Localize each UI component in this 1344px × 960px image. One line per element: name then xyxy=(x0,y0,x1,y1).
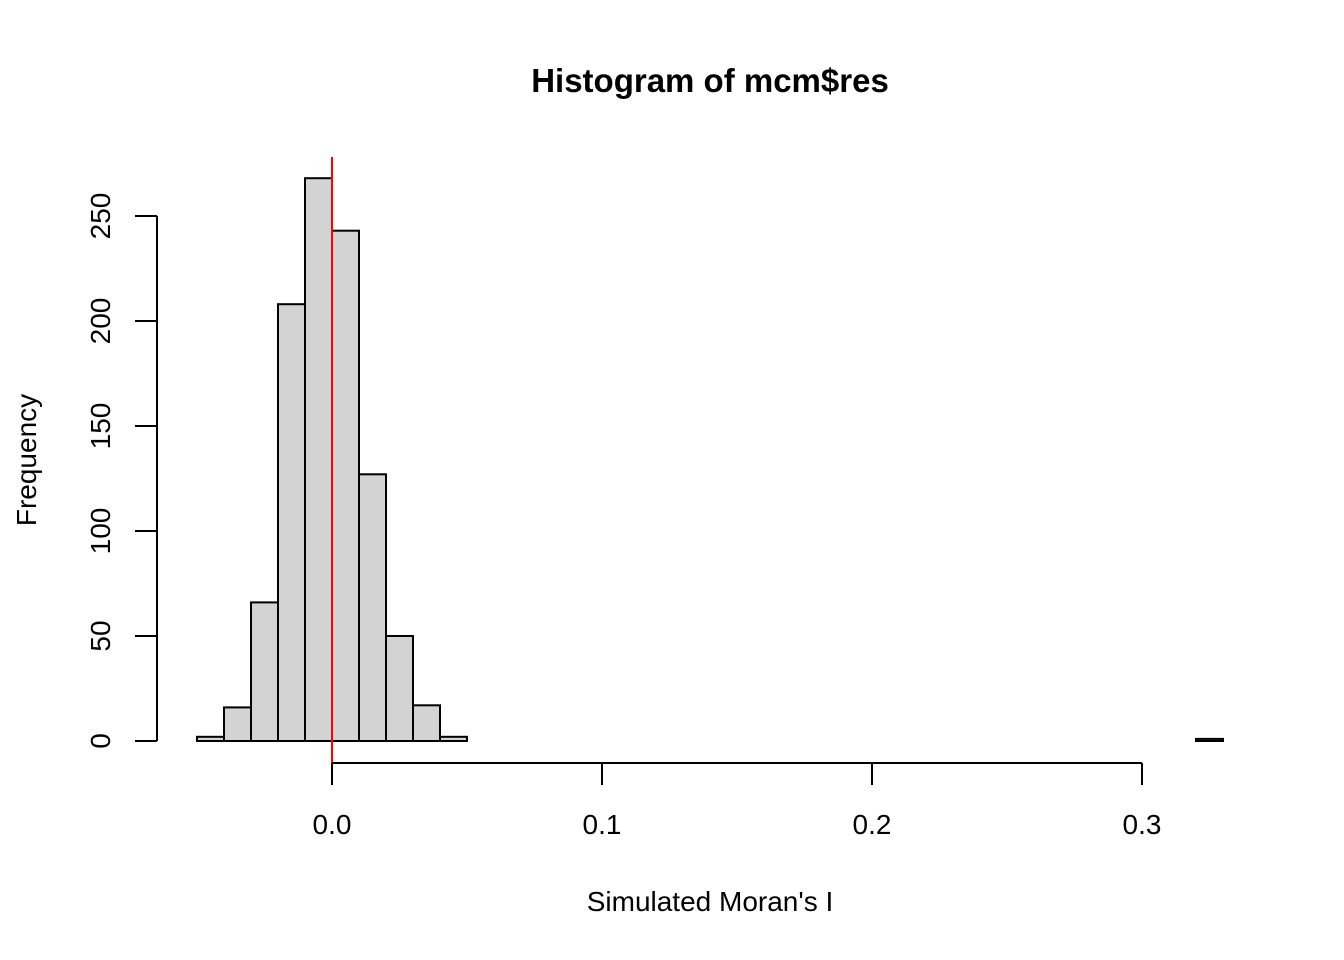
x-axis: 0.0 0.1 0.2 0.3 xyxy=(313,762,1162,840)
x-tick-label: 0.2 xyxy=(853,809,892,840)
histogram-bar xyxy=(304,177,333,742)
histogram-bar xyxy=(412,704,441,742)
histogram-bar xyxy=(250,601,279,743)
histogram-bar xyxy=(277,303,306,742)
chart-title: Histogram of mcm$res xyxy=(531,62,889,99)
x-axis-label: Simulated Moran's I xyxy=(587,886,834,917)
histogram-bar xyxy=(358,473,387,742)
x-tick-label: 0.0 xyxy=(313,809,352,840)
x-tick-label: 0.1 xyxy=(583,809,622,840)
bars-group xyxy=(196,177,1224,743)
histogram-bar xyxy=(196,735,225,742)
histogram-bar xyxy=(223,706,252,743)
y-tick-label: 0 xyxy=(85,733,116,749)
y-tick-label: 250 xyxy=(85,193,116,240)
histogram-bar xyxy=(385,635,414,742)
x-tick-label: 0.3 xyxy=(1123,809,1162,840)
y-tick-label: 100 xyxy=(85,508,116,555)
histogram-bar xyxy=(439,735,468,742)
histogram-bar xyxy=(1195,737,1224,743)
y-axis-label: Frequency xyxy=(11,394,42,526)
histogram-bar xyxy=(331,229,360,742)
y-axis: 0 50 100 150 200 250 xyxy=(85,193,158,749)
y-tick-label: 50 xyxy=(85,620,116,651)
y-tick-label: 200 xyxy=(85,298,116,345)
y-tick-label: 150 xyxy=(85,403,116,450)
